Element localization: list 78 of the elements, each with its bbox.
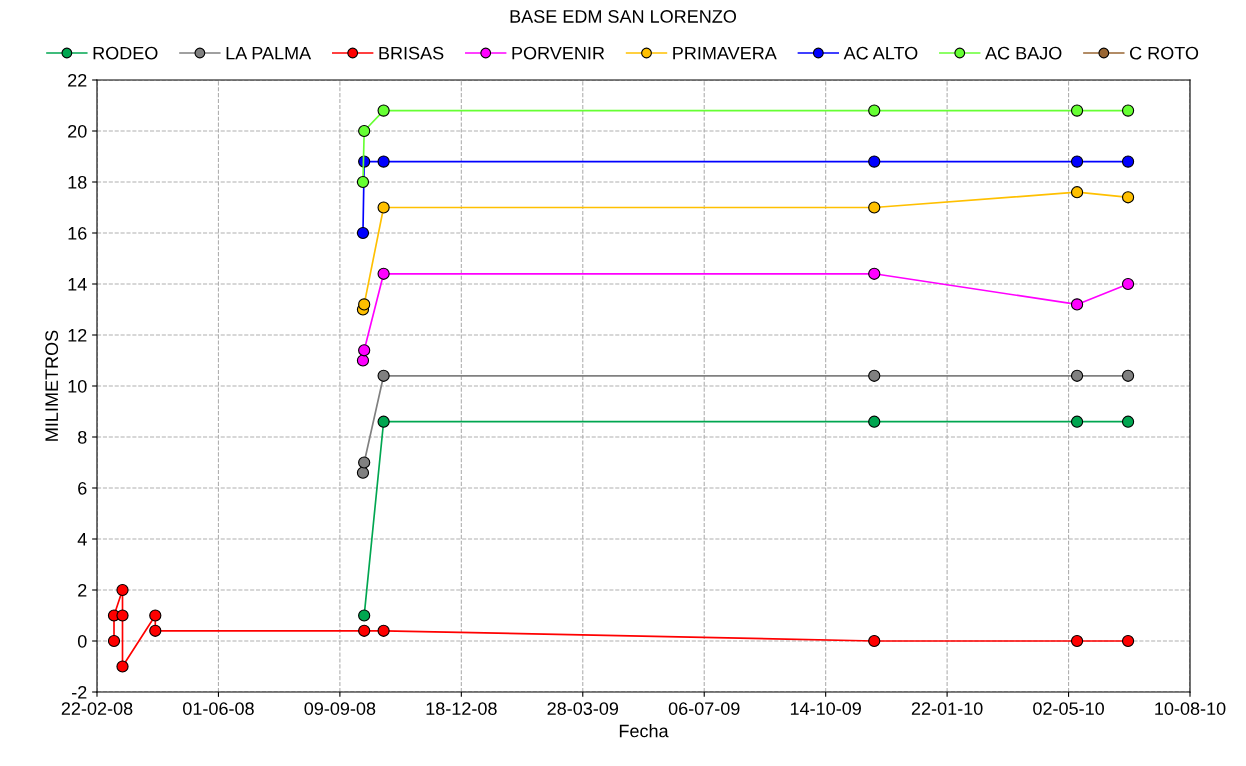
x-axis-title: Fecha — [619, 724, 669, 738]
point — [358, 609, 371, 622]
point — [356, 175, 370, 189]
x-tick-label: 22-02-08 — [61, 702, 133, 715]
point — [1121, 634, 1135, 648]
point — [1121, 191, 1135, 204]
point — [1070, 104, 1084, 117]
point — [868, 369, 881, 382]
x-tick-label: 01-06-08 — [183, 702, 254, 715]
point — [1121, 369, 1135, 382]
point — [358, 124, 371, 138]
legend-label: BRISAS — [379, 46, 444, 60]
chart-title: BASE EDM SAN LORENZO — [510, 10, 737, 23]
point — [377, 201, 390, 214]
point — [868, 634, 881, 648]
x-tick-label: 22-01-10 — [911, 702, 983, 715]
point — [358, 456, 371, 469]
point — [868, 201, 881, 214]
point — [356, 354, 370, 367]
x-tick-label: 10-08-10 — [1155, 702, 1226, 715]
point — [356, 466, 370, 479]
y-tick-label: 10 — [68, 379, 87, 393]
point — [868, 415, 881, 428]
point — [377, 155, 390, 168]
point — [1070, 186, 1084, 199]
point — [1070, 155, 1084, 168]
point — [358, 344, 371, 357]
point — [377, 104, 390, 117]
legend-label: AC ALTO — [843, 46, 918, 60]
point — [1070, 415, 1084, 428]
y-tick-label: 14 — [68, 278, 87, 291]
y-tick-label: 22 — [68, 73, 87, 87]
point — [1070, 369, 1084, 382]
x-tick-label: 06-07-09 — [668, 702, 740, 715]
point — [356, 226, 370, 240]
y-axis-title: MILIMETROS — [45, 330, 59, 441]
point — [1070, 298, 1084, 311]
legend-label: RODEO — [93, 46, 158, 60]
y-tick-label: 18 — [68, 175, 87, 189]
point — [377, 624, 390, 637]
y-tick-label: 6 — [78, 481, 87, 495]
x-tick-label: 14-10-09 — [790, 702, 861, 715]
point — [149, 624, 162, 637]
point — [116, 660, 129, 673]
point — [868, 155, 881, 168]
point — [868, 104, 881, 117]
x-tick-label: 09-09-08 — [304, 702, 376, 715]
y-tick-label: 16 — [68, 226, 87, 240]
legend-label: AC BAJO — [985, 46, 1062, 60]
point — [377, 267, 390, 280]
point — [1121, 104, 1135, 117]
legend-label: LA PALMA — [226, 46, 312, 60]
point — [116, 609, 129, 622]
point — [377, 415, 390, 428]
point — [149, 609, 162, 622]
point — [358, 298, 371, 311]
legend-label: PORVENIR — [512, 46, 605, 60]
y-tick-label: 20 — [68, 124, 87, 138]
point — [1121, 415, 1135, 428]
y-tick-label: 2 — [78, 583, 87, 597]
point — [1121, 155, 1135, 168]
x-tick-label: 18-12-08 — [426, 702, 497, 715]
x-tick-label: 02-05-10 — [1033, 702, 1104, 715]
y-tick-label: 8 — [78, 430, 87, 444]
y-tick-label: 12 — [68, 328, 87, 342]
legend-label: PRIMAVERA — [673, 46, 777, 60]
point — [358, 624, 371, 637]
point — [868, 267, 881, 280]
point — [1070, 634, 1084, 648]
point — [1121, 277, 1135, 291]
x-tick-label: 28-03-09 — [547, 702, 619, 715]
y-tick-label: 4 — [77, 533, 87, 546]
point — [107, 634, 121, 648]
legend-label: C ROTO — [1130, 46, 1199, 60]
point — [116, 583, 129, 597]
y-tick-label: -2 — [72, 685, 87, 699]
point — [377, 369, 390, 382]
y-tick-label: 0 — [77, 634, 87, 648]
